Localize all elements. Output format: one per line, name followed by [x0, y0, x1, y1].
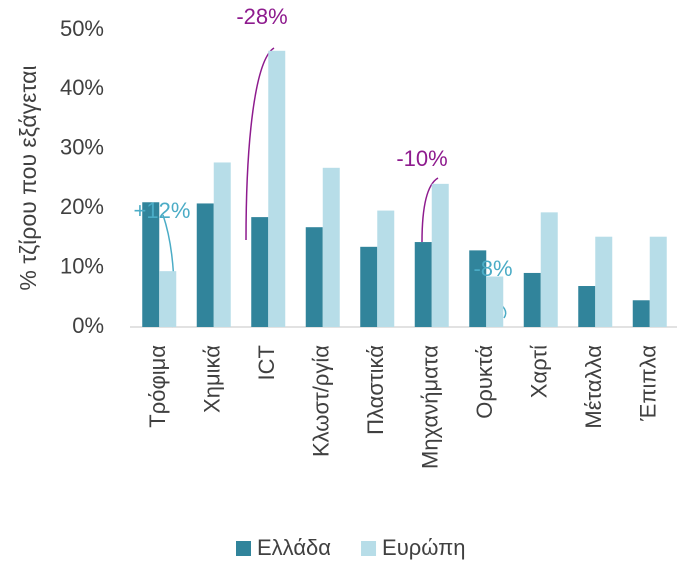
bar: [251, 217, 269, 327]
bar: [196, 203, 214, 327]
x-tick-label: Μηχανήματα: [418, 345, 443, 469]
x-tick-label: Μέταλλα: [581, 345, 606, 429]
bar: [578, 286, 596, 327]
legend-label: Ευρώπη: [382, 535, 466, 560]
y-axis-title: % τζίρου που εξάγεται: [15, 65, 41, 290]
bar: [142, 202, 160, 327]
x-tick-label: Χαρτί: [527, 345, 552, 398]
x-tick-label: ICT: [254, 345, 279, 380]
bar: [632, 300, 650, 327]
y-tick-label: 10%: [60, 253, 104, 278]
bar: [469, 250, 487, 327]
bar: [322, 167, 340, 327]
x-tick-label: Τρόφιμα: [145, 345, 170, 428]
y-tick-label: 0%: [72, 313, 104, 338]
legend-swatch: [236, 541, 251, 556]
bar: [595, 236, 613, 327]
x-tick-label: Έπιπλα: [636, 345, 661, 422]
arrow: [421, 177, 439, 243]
annotation: -10%: [396, 146, 447, 171]
bar: [377, 210, 395, 327]
y-tick-label: 40%: [60, 75, 104, 100]
annotation: +12%: [134, 198, 191, 223]
bar: [213, 162, 231, 327]
bar: [540, 212, 558, 327]
bar: [431, 183, 449, 327]
arrow: [245, 47, 275, 241]
legend-swatch: [361, 541, 377, 556]
bar: [414, 242, 432, 327]
bar: [159, 271, 177, 327]
bar: [523, 272, 541, 327]
y-tick-label: 20%: [60, 194, 104, 219]
bar: [486, 276, 504, 327]
x-tick-label: Κλωστ/ργία: [309, 345, 334, 457]
annotation: -8%: [473, 256, 512, 281]
x-tick-label: Πλαστικά: [363, 345, 388, 435]
legend-label: Ελλάδα: [257, 535, 331, 560]
y-tick-label: 30%: [60, 135, 104, 160]
bar: [649, 236, 667, 327]
x-tick-label: Χημικά: [200, 345, 225, 413]
bar: [305, 227, 323, 327]
y-tick-label: 50%: [60, 16, 104, 41]
x-tick-label: Ορυκτά: [472, 345, 497, 419]
bar: [268, 50, 286, 327]
bar: [360, 246, 378, 327]
annotation: -28%: [236, 4, 287, 29]
